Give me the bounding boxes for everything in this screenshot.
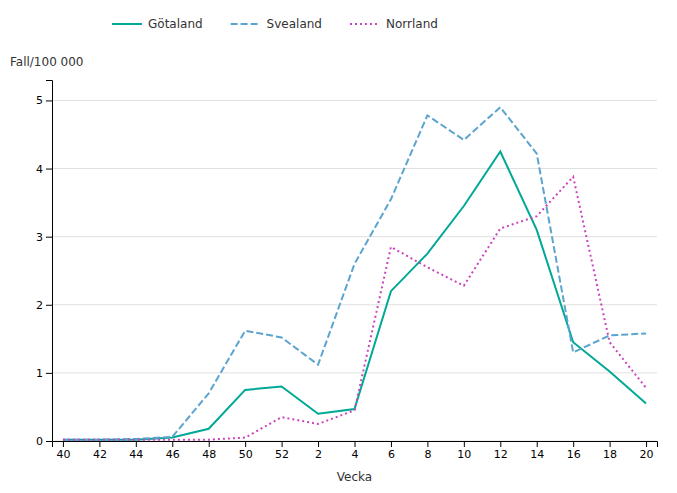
grid-line [52,304,657,305]
tick-mark [46,305,52,306]
tick-label: 40 [56,448,70,461]
x-tick: 46 [166,441,180,461]
x-axis-label: Vecka [337,470,372,484]
tick-label: 4 [352,448,359,461]
legend-swatch [112,23,142,25]
y-tick: 4 [36,163,52,176]
x-tick: 44 [129,441,143,461]
legend-item: Götaland [112,17,203,31]
legend-label: Norrland [386,17,438,31]
x-tick: 8 [424,441,431,461]
tick-mark [464,441,465,447]
axis-line [53,442,658,448]
y-axis: 0 1 2 3 4 5 [36,81,53,449]
grid [52,100,657,441]
tick-label: 14 [530,448,544,461]
x-tick: 16 [567,441,581,461]
grid-line [52,168,657,169]
x-tick: 10 [457,441,471,461]
tick-mark [99,441,100,447]
x-tick: 48 [202,441,216,461]
x-tick: 4 [352,441,359,461]
tick-label: 2 [315,448,322,461]
y-tick: 5 [36,94,52,107]
tick-label: 1 [36,367,43,380]
tick-label: 2 [36,299,43,312]
tick-label: 6 [388,448,395,461]
tick-label: 10 [457,448,471,461]
chart: 404244464850522468101214161820012345Fall… [0,0,677,493]
tick-label: 4 [36,163,43,176]
x-tick: 20 [640,441,654,461]
x-tick: 42 [93,441,107,461]
tick-mark [427,441,428,447]
legend-item: Svealand [231,17,322,31]
tick-label: 52 [275,448,289,461]
series-line [63,177,646,440]
tick-mark [646,441,647,447]
tick-label: 46 [166,448,180,461]
x-tick: 52 [275,441,289,461]
x-tick: 40 [56,441,70,461]
x-tick: 6 [388,441,395,461]
x-axis: 404244464850522468101214161820 [53,441,658,461]
y-tick: 0 [36,435,52,448]
tick-label: 18 [603,448,617,461]
y-tick: 3 [36,231,52,244]
grid-line [52,100,657,101]
tick-mark [610,441,611,447]
grid-line [52,236,657,237]
tick-mark [46,373,52,374]
tick-label: 20 [640,448,654,461]
tick-label: 12 [494,448,508,461]
tick-mark [282,441,283,447]
tick-mark [172,441,173,447]
tick-mark [63,441,64,447]
tick-label: 8 [424,448,431,461]
grid-line [52,372,657,373]
y-axis-label: Fall/100 000 [10,55,84,69]
tick-mark [46,169,52,170]
tick-mark [573,441,574,447]
series-line [63,107,646,439]
legend-label: Götaland [148,17,203,31]
tick-label: 3 [36,231,43,244]
x-tick: 50 [239,441,253,461]
tick-label: 50 [239,448,253,461]
legend-swatch [350,23,380,25]
tick-label: 44 [129,448,143,461]
tick-mark [209,441,210,447]
tick-mark [537,441,538,447]
x-tick: 14 [530,441,544,461]
tick-mark [245,441,246,447]
legend-swatch [231,23,261,25]
x-tick: 18 [603,441,617,461]
tick-mark [46,100,52,101]
tick-mark [136,441,137,447]
x-tick: 2 [315,441,322,461]
tick-mark [355,441,356,447]
series-line [63,152,646,440]
axis-line [46,81,53,442]
tick-mark [46,441,52,442]
tick-label: 16 [567,448,581,461]
tick-label: 0 [36,435,43,448]
tick-mark [318,441,319,447]
tick-mark [46,237,52,238]
legend-label: Svealand [267,17,322,31]
tick-label: 5 [36,94,43,107]
legend: Götaland Svealand Norrland [112,17,438,31]
series-lines [63,107,646,439]
y-tick: 1 [36,367,52,380]
tick-label: 48 [202,448,216,461]
tick-mark [500,441,501,447]
tick-mark [391,441,392,447]
legend-item: Norrland [350,17,438,31]
y-tick: 2 [36,299,52,312]
x-tick: 12 [494,441,508,461]
tick-label: 42 [93,448,107,461]
